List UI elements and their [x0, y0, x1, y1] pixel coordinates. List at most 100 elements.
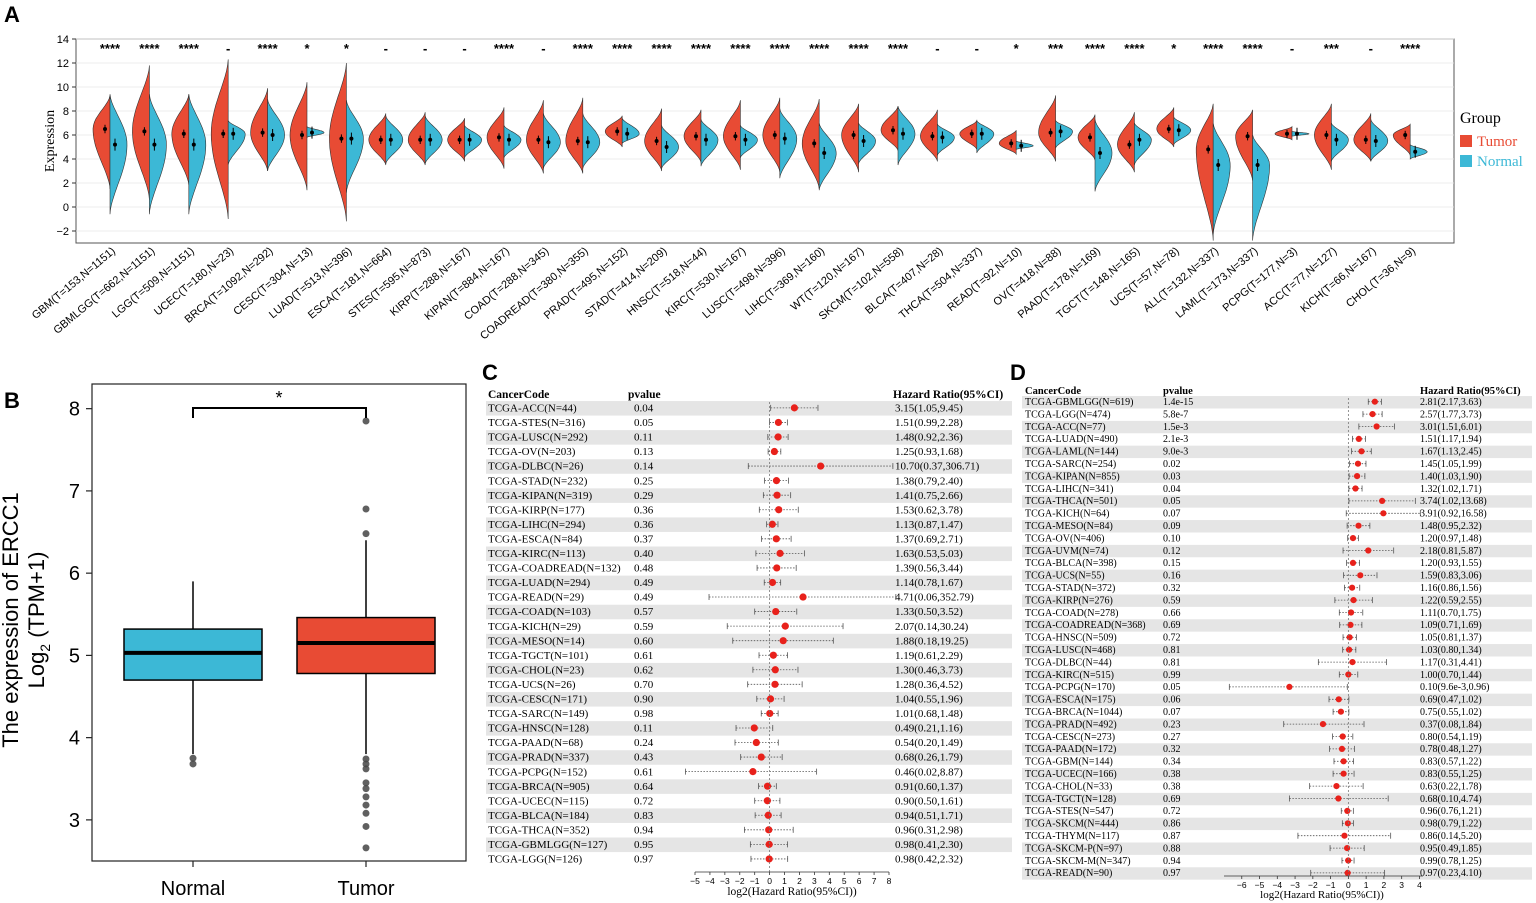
row-hr-point: [769, 651, 777, 659]
row-hazard-ratio: 1.88(0.18,19.25): [895, 635, 969, 647]
row-hazard-ratio: 1.09(0.71,1.69): [1420, 620, 1482, 631]
row-cancer-code: TCGA-LIHC(N=294): [488, 519, 586, 531]
row-cancer-code: TCGA-ACC(N=44): [488, 403, 577, 415]
panel-b-x-tick-labels: Normal Tumor: [161, 861, 395, 900]
row-stripe: [1022, 495, 1532, 508]
row-hazard-ratio: 0.96(0.76,1.21): [1420, 806, 1482, 817]
row-hazard-ratio: 0.75(0.55,1.02): [1420, 707, 1482, 718]
row-hazard-ratio: 0.94(0.51,1.71): [895, 810, 963, 822]
normal-mean-point: [546, 140, 551, 145]
row-hr-point: [765, 826, 773, 834]
row-hr-point: [1340, 770, 1347, 777]
row-hr-point: [1344, 869, 1351, 877]
outlier-point: [362, 760, 370, 768]
violin-tumor: [959, 119, 978, 150]
row-cancer-code: TCGA-GBMLGG(N=127): [488, 839, 608, 851]
row-pvalue: 0.04: [1163, 484, 1181, 495]
panel-b-significance-star: *: [275, 388, 282, 408]
normal-mean-point: [191, 142, 196, 147]
row-stripe: [1022, 693, 1532, 707]
row-hazard-ratio: 1.16(0.86,1.56): [1420, 583, 1482, 594]
row-cancer-code: TCGA-GBMLGG(N=619): [1025, 397, 1133, 408]
violin-normal: [1212, 122, 1231, 235]
tumor-mean-point: [1285, 131, 1289, 136]
legend-label-tumor: Tumor: [1477, 134, 1517, 150]
row-pvalue: 0.14: [634, 461, 654, 473]
row-cancer-code: TCGA-THCA(N=501): [1025, 496, 1117, 507]
row-hr-point: [775, 506, 783, 514]
violin-tumor: [1353, 113, 1372, 162]
violin-tumor: [407, 112, 426, 166]
tumor-mean-point: [969, 131, 974, 136]
tumor-mean-point: [851, 133, 856, 137]
row-cancer-code: TCGA-OV(N=203): [488, 446, 576, 458]
significance-mark: -: [541, 41, 545, 56]
violin-tumor: [210, 59, 229, 220]
y-tick-label: 0: [63, 202, 69, 214]
normal-mean-point: [388, 137, 393, 142]
outlier-point: [362, 801, 370, 809]
row-hazard-ratio: 1.30(0.46,3.73): [895, 664, 963, 676]
row-hazard-ratio: 0.68(0.26,1.79): [895, 752, 963, 764]
row-cancer-code: TCGA-COADREAD(N=368): [1025, 620, 1146, 631]
row-cancer-code: TCGA-UCEC(N=115): [488, 795, 589, 807]
panel-d-x-axis-label: log2(Hazard Ratio(95%CI)): [1260, 889, 1384, 901]
normal-mean-point: [1058, 129, 1063, 134]
significance-mark: ****: [257, 41, 278, 56]
row-cancer-code: TCGA-ESCA(N=84): [488, 533, 583, 545]
normal-mean-point: [1413, 149, 1418, 154]
row-hr-point: [1355, 435, 1362, 442]
y-tick-label: 4: [63, 154, 69, 166]
violin-tumor: [1195, 103, 1214, 241]
row-pvalue: 0.61: [634, 766, 653, 778]
tumor-mean-point: [1009, 141, 1014, 146]
panel-a-violins: [92, 59, 1428, 241]
row-hazard-ratio: 1.59(0.83,3.06): [1420, 571, 1482, 582]
row-hr-point: [763, 797, 771, 805]
row-hazard-ratio: 1.11(0.70,1.75): [1420, 608, 1481, 619]
y-tick-label: −2: [56, 226, 69, 238]
row-hazard-ratio: 0.80(0.54,1.19): [1420, 732, 1482, 743]
outlier-point: [362, 779, 370, 787]
row-pvalue: 0.32: [1163, 744, 1181, 755]
row-hazard-ratio: 1.20(0.97,1.48): [1420, 533, 1482, 544]
row-hr-point: [1349, 659, 1356, 666]
row-pvalue: 0.59: [1163, 595, 1181, 606]
row-stripe: [486, 662, 1012, 678]
row-cancer-code: TCGA-SARC(N=149): [488, 708, 589, 720]
x-tick-label: ACC(T=77,N=127): [1261, 245, 1339, 313]
normal-mean-point: [1098, 151, 1102, 155]
violin-normal: [976, 119, 995, 154]
x-tick-label: −2: [735, 876, 745, 886]
legend-swatch-normal: [1460, 155, 1472, 167]
row-hazard-ratio: 0.37(0.08,1.84): [1420, 719, 1482, 730]
row-hazard-ratio: 1.33(0.50,3.52): [895, 606, 963, 618]
box-tumor: [296, 616, 436, 675]
row-hazard-ratio: 1.17(0.31,4.41): [1420, 657, 1482, 668]
row-pvalue: 0.86: [1163, 819, 1181, 830]
row-pvalue: 0.05: [1163, 496, 1181, 507]
tumor-mean-point: [457, 137, 462, 142]
panel-c-header-pvalue: pvalue: [628, 389, 661, 401]
panel-label-a: A: [4, 2, 20, 27]
row-hr-point: [1345, 857, 1352, 864]
row-stripe: [486, 692, 1012, 707]
normal-mean-point: [1373, 139, 1378, 143]
significance-mark: ****: [651, 41, 672, 56]
normal-mean-point: [940, 135, 945, 140]
x-tick-label: −1: [750, 876, 760, 886]
row-stripe: [1022, 644, 1532, 657]
panel-b-y-axis: 3 4 5 6 7 8: [69, 399, 92, 832]
row-cancer-code: TCGA-LGG(N=474): [1025, 409, 1111, 420]
y-tick-label: 3: [69, 810, 80, 832]
violin-normal: [227, 119, 246, 166]
row-hazard-ratio: 3.01(1.51,6.01): [1420, 422, 1482, 433]
significance-mark: ****: [1085, 41, 1106, 56]
row-hazard-ratio: 1.39(0.56,3.44): [895, 563, 963, 575]
row-pvalue: 0.32: [1163, 583, 1181, 594]
row-cancer-code: TCGA-LUSC(N=468): [1025, 645, 1116, 656]
x-tick-label: 2: [1382, 880, 1387, 890]
significance-mark: -: [1290, 41, 1294, 56]
significance-mark: *: [344, 41, 350, 56]
